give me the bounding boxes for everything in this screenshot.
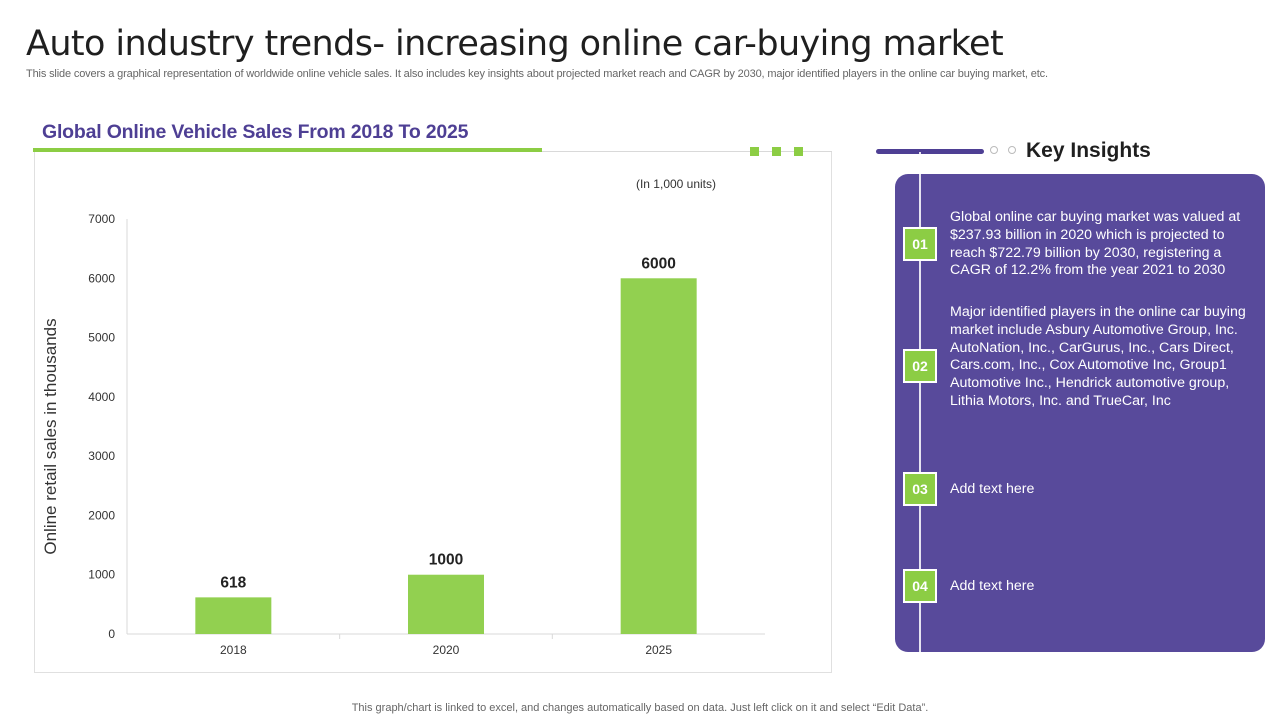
y-axis-title: Online retail sales in thousands: [41, 318, 60, 554]
y-tick-label: 0: [108, 627, 115, 641]
data-label: 6000: [641, 255, 675, 272]
dot-icon: [794, 147, 803, 156]
decorative-dots: [750, 147, 803, 156]
dot-icon: [772, 147, 781, 156]
insights-header-line: [876, 149, 984, 154]
y-tick-label: 6000: [88, 271, 115, 285]
insights-timeline: [919, 152, 921, 652]
circle-icon: [1008, 146, 1016, 154]
insight-number-02: 02: [903, 349, 937, 383]
data-label: 1000: [429, 552, 463, 569]
bar: [195, 597, 272, 634]
chart-frame: [34, 152, 832, 673]
page-subtitle: This slide covers a graphical representa…: [26, 68, 1048, 80]
insight-text-01: Global online car buying market was valu…: [950, 209, 1241, 279]
chart-title-underline: [33, 148, 542, 152]
circle-icon: [990, 146, 998, 154]
bar: [620, 278, 697, 634]
insight-text-02: Major identified players in the online c…: [950, 304, 1246, 409]
insight-number-03: 03: [903, 472, 937, 506]
bar-chart[interactable]: 0 1000 2000 3000 4000 5000 6000 7000 Online reta…: [0, 0, 840, 690]
unit-note: (In 1,000 units): [636, 177, 716, 191]
y-tick-label: 2000: [88, 508, 115, 522]
footer-note: This graph/chart is linked to excel, and…: [351, 702, 929, 714]
y-tick-label: 7000: [88, 212, 115, 226]
x-tick-label: 2020: [433, 643, 460, 657]
insights-panel: [895, 174, 1265, 652]
chart-title: Global Online Vehicle Sales From 2018 To…: [42, 121, 469, 143]
bar: [408, 574, 484, 634]
insights-title: Key Insights: [1026, 139, 1151, 162]
y-tick-label: 1000: [88, 568, 115, 582]
y-tick-label: 5000: [88, 331, 115, 345]
insight-number-04: 04: [903, 569, 937, 603]
x-tick-label: 2025: [645, 643, 672, 657]
data-label: 618: [220, 574, 246, 591]
dot-icon: [750, 147, 759, 156]
chart-title-divider: [542, 151, 832, 152]
insight-number-01: 01: [903, 227, 937, 261]
page-title: Auto industry trends- increasing online …: [26, 24, 1004, 64]
y-tick-label: 3000: [88, 449, 115, 463]
y-tick-label: 4000: [88, 390, 115, 404]
insight-text-03: Add text here: [950, 481, 1035, 497]
insight-text-04: Add text here: [950, 578, 1035, 594]
x-tick-label: 2018: [220, 643, 247, 657]
